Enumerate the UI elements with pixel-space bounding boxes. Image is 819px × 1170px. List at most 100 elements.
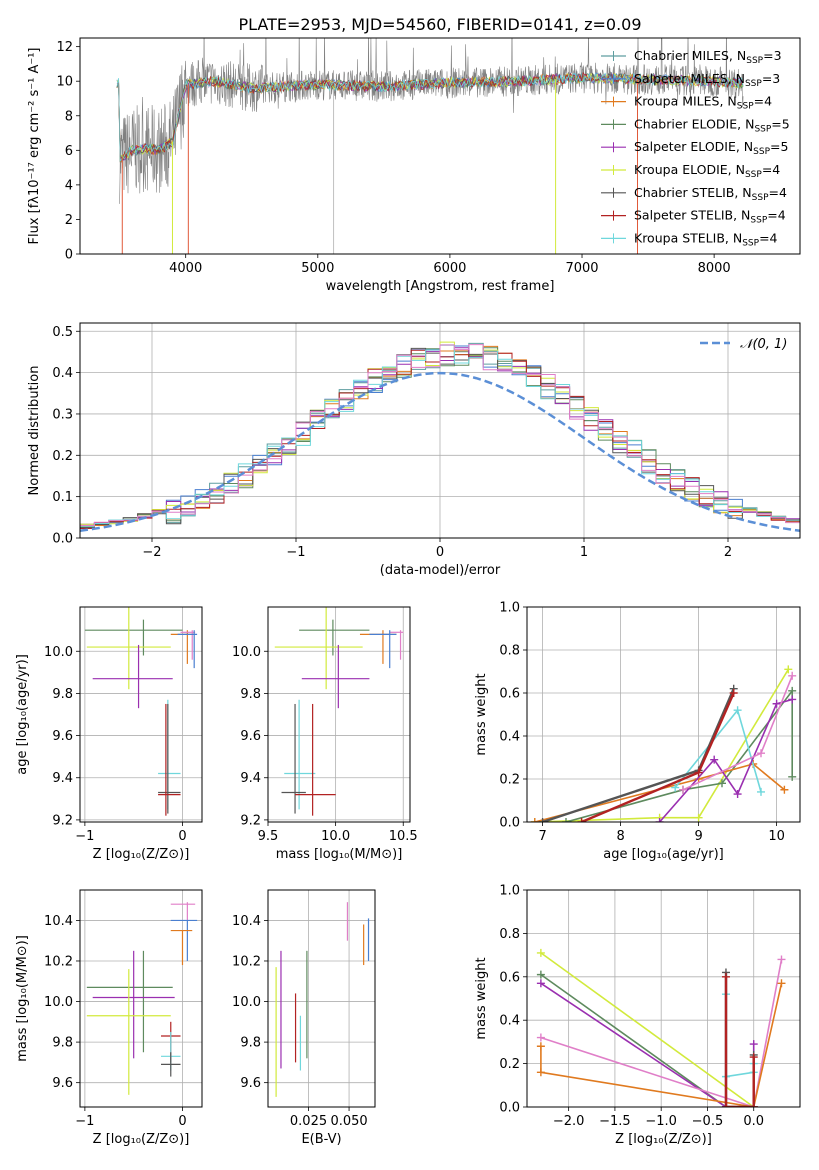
y-tick-label: 10.0 [44,645,73,660]
series-line-4 [540,983,783,1107]
plot-weight-age: 7 8 9 10 0.0 0.2 0.4 0.6 0.8 1.0 age [log₁₀(age/yr… [474,601,801,862]
x-tick-label: 4000 [169,261,202,276]
series-marker [530,818,539,822]
y-tick-label: 0.8 [499,927,520,942]
y-axis-label: age [log₁₀(age/yr)] [15,654,30,775]
y-tick-label: 0.1 [52,490,73,505]
axes-frame [526,606,801,823]
series-marker [536,970,545,979]
y-tick-label: 2 [65,213,73,228]
x-tick-label: 0 [178,1114,186,1129]
y-tick-label: 9.2 [240,813,261,828]
y-tick-label: 1.0 [499,884,520,899]
y-tick-label: 0.4 [499,730,520,745]
series-line-7 [724,976,755,1107]
x-axis-label: wavelength [Angstrom, rest frame] [326,279,555,294]
y-tick-label: 0.2 [499,1057,520,1072]
series-marker [655,818,664,822]
series-marker [721,1103,730,1107]
y-tick-label: 0.0 [499,1101,520,1116]
series-marker [536,979,545,988]
y-tick-label: 9.6 [52,1076,73,1091]
plot-area-residuals [80,341,800,533]
series-marker [721,972,730,981]
y-tick-label: 9.2 [52,813,73,828]
series-marker [536,1068,545,1077]
plot-area-age-Z [84,607,198,816]
y-tick-label: 10.4 [44,914,73,929]
x-tick-label: 9 [694,829,702,844]
x-tick-label: 7 [538,829,546,844]
y-tick-label: 0.2 [499,773,520,788]
x-tick-label: 6000 [433,261,466,276]
axes-frame [267,606,411,823]
series-marker [733,706,742,715]
plot-area-mass-ebv [275,902,370,1097]
series-marker [562,818,570,822]
y-axis-label: mass [log₁₀(M/M⊙)] [15,935,30,1062]
x-tick-label: −2 [142,545,161,560]
x-axis-label: Z [log₁₀(Z/Z⊙)] [93,847,190,862]
series-marker [780,785,789,794]
plot-mass-Z: −1 0 9.6 9.8 10.0 10.2 10.4 Z [log₁₀(Z/Z⊙)] mass… [15,889,203,1147]
plot-area-spectrum [116,38,744,254]
series-marker [788,695,797,704]
series-marker [694,768,703,777]
y-tick-label: 4 [65,178,73,193]
series-marker [729,689,738,697]
y-tick-label: 10.0 [232,995,261,1010]
series-marker [749,1040,758,1049]
y-tick-label: 9.8 [52,687,73,702]
y-tick-label: 9.8 [240,687,261,702]
series-line-2 [534,763,785,822]
x-tick-label: 0 [436,545,444,560]
plot-area-weight-Z [536,948,786,1107]
y-axis-label: mass weight [474,957,489,1039]
x-tick-label: 10.5 [389,829,418,844]
x-tick-label: 9.5 [258,829,279,844]
plot-spectrum: 4000 5000 6000 7000 8000 0 2 4 6 8 10 12 wavelength … [27,37,801,294]
series-line-3 [540,959,783,1107]
x-tick-label: 10 [768,829,785,844]
x-axis-label: age [log₁₀(age/yr)] [603,847,724,862]
model-spectrum-7 [116,71,744,161]
x-tick-label: 0.050 [330,1114,367,1129]
y-tick-label: 9.6 [240,729,261,744]
plot-age-Z: −1 0 9.2 9.4 9.6 9.8 10.0 Z [log₁₀(Z/Z⊙)] age [l… [15,606,203,862]
legend-label: Chabrier ELODIE, NSSP=5 [634,116,790,134]
legend-label: Chabrier STELIB, NSSP=4 [634,185,787,203]
series-marker [536,1033,545,1042]
figure-title: PLATE=2953, MJD=54560, FIBERID=0141, z=0… [238,15,641,34]
y-tick-label: 8 [65,109,73,124]
legend-label: Salpeter STELIB, NSSP=4 [634,208,786,226]
x-tick-label: 5000 [301,261,334,276]
y-tick-label: 0.6 [499,970,520,985]
y-tick-label: 10 [56,75,73,90]
y-tick-label: 9.6 [240,1076,261,1091]
y-tick-label: 0.3 [52,407,73,422]
axes-frame [79,37,801,255]
legend: Chabrier MILES, NSSP=3 Salpeter MILES, NS… [601,48,790,248]
x-tick-label: −1.0 [645,1114,677,1129]
x-tick-label: 2 [724,545,732,560]
series-marker [788,686,797,695]
series-line-1 [540,973,754,1107]
histogram-9 [80,344,800,526]
series-line-2 [540,982,755,1107]
x-axis-label: Z [log₁₀(Z/Z⊙)] [93,1132,190,1147]
series-marker [772,699,781,708]
legend-label: Salpeter ELODIE, NSSP=5 [634,139,788,157]
x-tick-label: −1 [75,1114,94,1129]
y-tick-label: 1.0 [499,601,520,616]
y-tick-label: 9.4 [52,771,73,786]
y-tick-label: 9.8 [240,1036,261,1051]
plot-area-age-mass [274,607,404,816]
axes-frame [79,322,801,539]
series-marker [536,1042,545,1051]
y-tick-label: 10.4 [232,914,261,929]
y-tick-label: 10.2 [44,954,73,969]
y-axis-label: mass weight [474,673,489,755]
series-marker [757,787,765,796]
legend-label: Chabrier MILES, NSSP=3 [634,48,782,66]
x-axis-label: mass [log₁₀(M/M⊙)] [276,847,403,862]
